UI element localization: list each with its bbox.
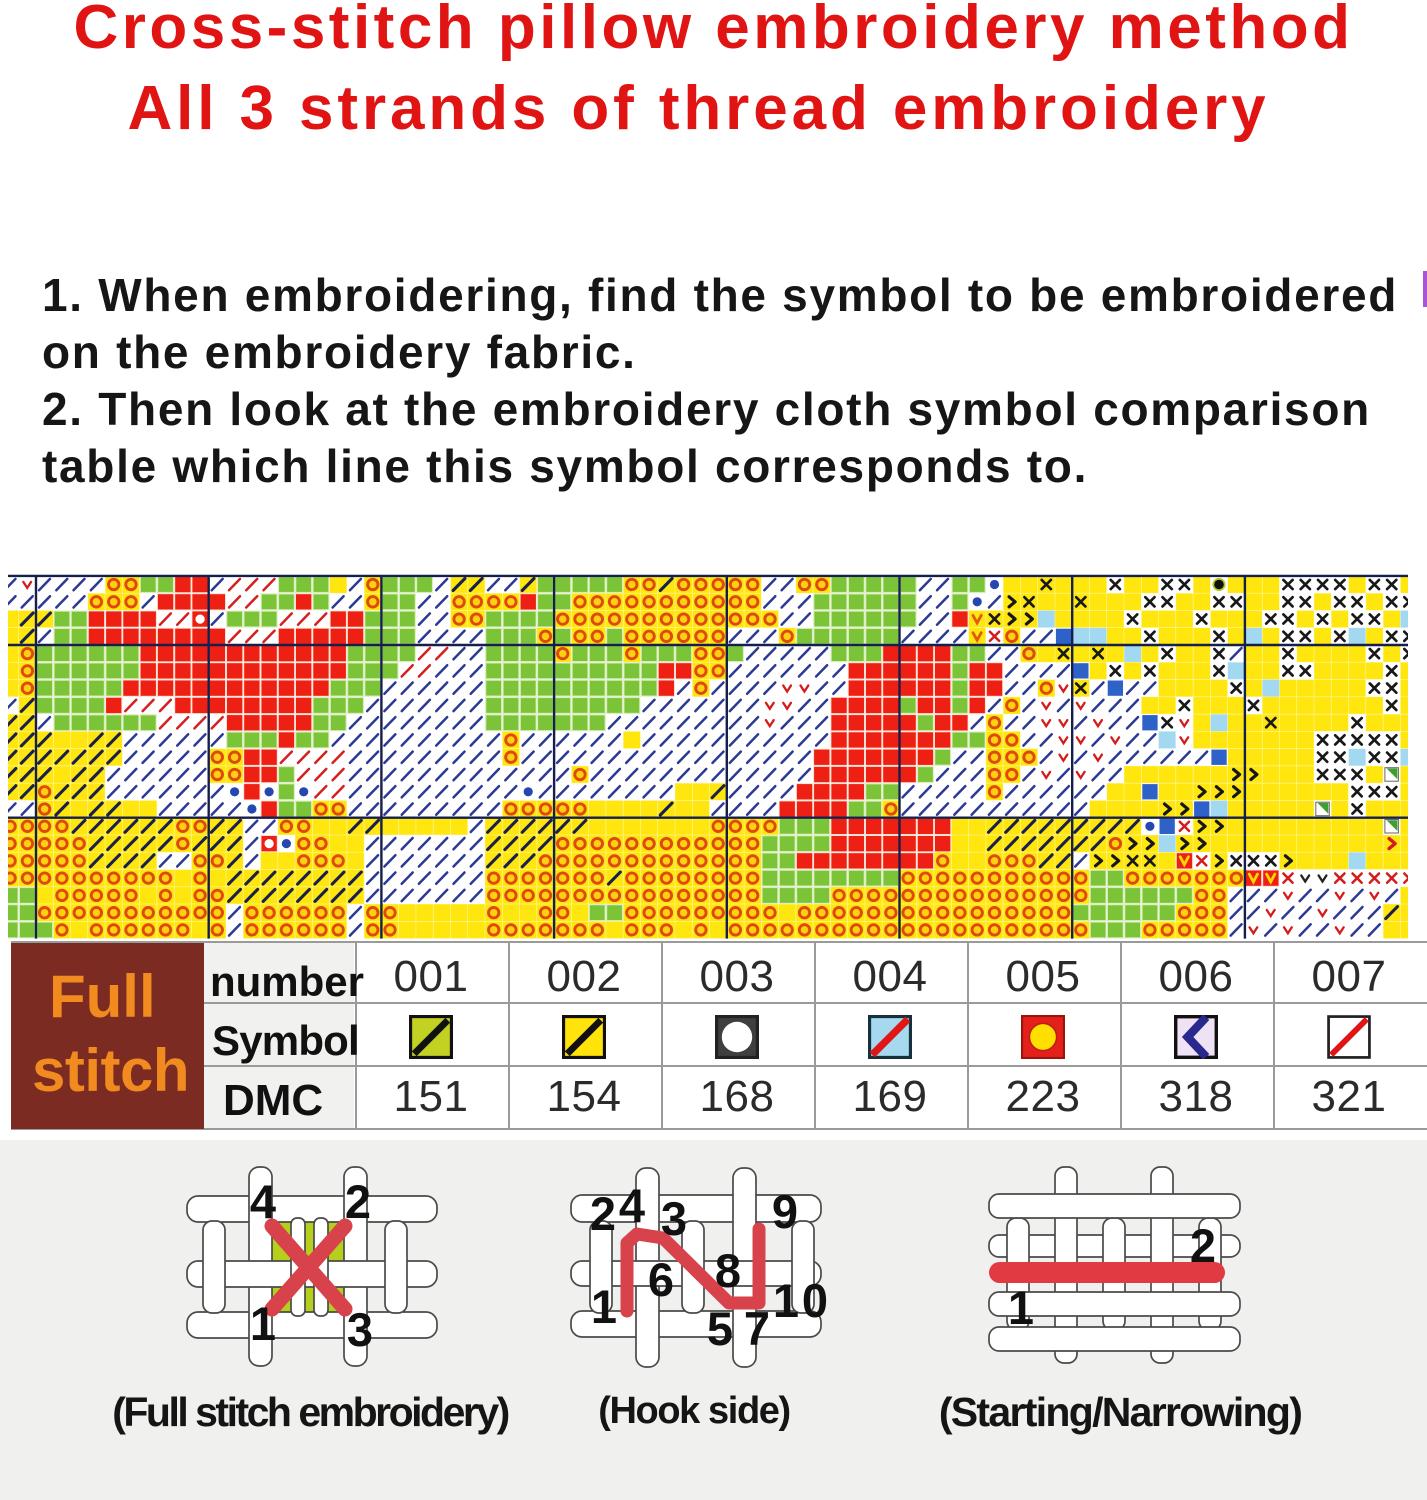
svg-text:2: 2 bbox=[590, 1187, 616, 1240]
svg-text:3: 3 bbox=[347, 1303, 373, 1356]
svg-text:8: 8 bbox=[715, 1244, 741, 1297]
svg-text:1: 1 bbox=[1008, 1281, 1034, 1334]
svg-text:7: 7 bbox=[744, 1302, 770, 1355]
svg-text:1: 1 bbox=[591, 1280, 617, 1333]
svg-text:9: 9 bbox=[772, 1185, 798, 1238]
svg-text:4: 4 bbox=[250, 1175, 276, 1228]
svg-text:1: 1 bbox=[773, 1274, 799, 1327]
svg-text:3: 3 bbox=[661, 1192, 687, 1245]
svg-text:5: 5 bbox=[707, 1302, 733, 1355]
svg-text:4: 4 bbox=[619, 1179, 645, 1232]
svg-text:2: 2 bbox=[345, 1175, 371, 1228]
svg-text:1: 1 bbox=[250, 1297, 276, 1350]
svg-text:2: 2 bbox=[1190, 1219, 1216, 1272]
svg-text:6: 6 bbox=[648, 1253, 674, 1306]
svg-text:0: 0 bbox=[802, 1274, 828, 1327]
